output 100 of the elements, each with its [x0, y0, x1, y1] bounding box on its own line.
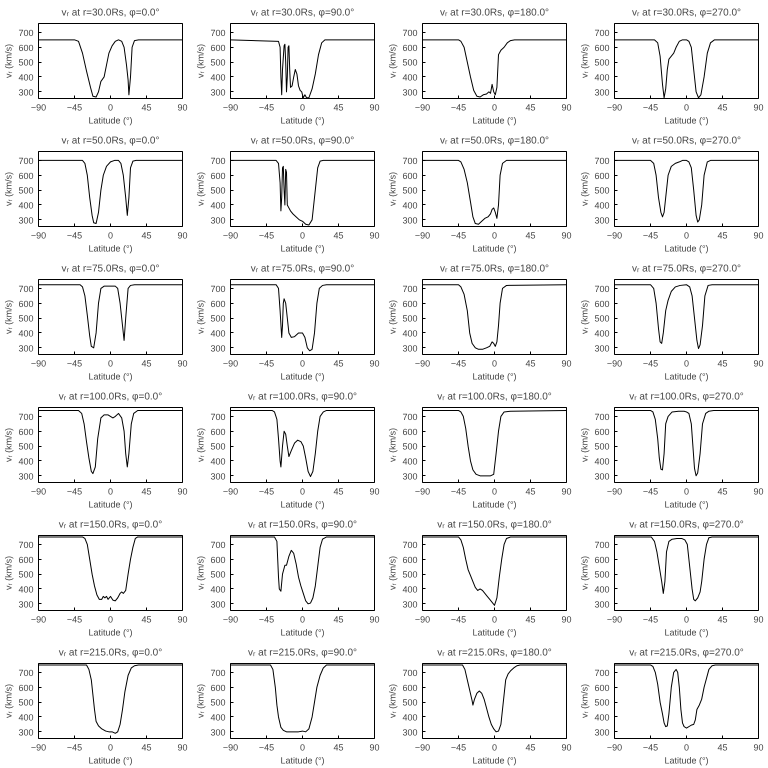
x-axis-title: Latitude (°) [280, 116, 325, 126]
x-axis-title: Latitude (°) [280, 244, 325, 254]
x-tick-label: 45 [717, 102, 728, 112]
chart-title: vᵣ at r=150.0Rs, φ=270.0° [629, 520, 744, 530]
y-axis-title: vᵣ (km/s) [3, 684, 14, 718]
x-tick-label: 45 [525, 614, 536, 624]
x-tick-label: 90 [753, 230, 764, 240]
y-tick-label: 300 [210, 471, 226, 482]
x-tick-label: 0 [108, 102, 114, 112]
x-tick-label: 90 [561, 230, 572, 240]
x-tick-label: 90 [753, 742, 764, 752]
x-tick-label: 0 [492, 614, 498, 624]
chart-title: vᵣ at r=215.0Rs, φ=0.0° [58, 648, 162, 658]
x-tick-label: 0 [684, 742, 690, 752]
x-tick-label: 90 [177, 358, 188, 368]
x-tick-label: 0 [492, 486, 498, 496]
y-tick-label: 600 [210, 426, 226, 437]
y-tick-label: 600 [402, 298, 418, 309]
y-tick-label: 700 [18, 284, 34, 294]
x-tick-label: 45 [141, 742, 152, 752]
x-tick-label: −45 [66, 614, 82, 624]
y-axis-title: vᵣ (km/s) [387, 684, 398, 718]
y-tick-label: 500 [210, 442, 226, 452]
x-tick-label: 0 [684, 102, 690, 112]
chart-title: vᵣ at r=215.0Rs, φ=180.0° [437, 648, 552, 658]
y-tick-label: 700 [210, 412, 226, 422]
x-tick-label: 90 [369, 742, 380, 752]
y-axis-title: vᵣ (km/s) [579, 556, 590, 590]
x-tick-label: −45 [450, 486, 466, 496]
y-tick-label: 600 [594, 554, 610, 565]
y-tick-label: 400 [594, 584, 610, 594]
x-tick-label: −45 [450, 358, 466, 368]
y-tick-label: 600 [18, 298, 34, 309]
x-tick-label: −45 [642, 230, 658, 240]
x-tick-label: 0 [492, 358, 498, 368]
x-tick-label: −90 [222, 614, 238, 624]
y-tick-label: 300 [210, 599, 226, 610]
x-tick-label: −45 [450, 742, 466, 752]
y-tick-label: 600 [594, 42, 610, 53]
x-tick-label: −90 [30, 742, 46, 752]
x-tick-label: −90 [606, 102, 622, 112]
x-tick-label: −90 [414, 230, 430, 240]
x-axis-title: Latitude (°) [664, 116, 709, 126]
y-tick-label: 600 [594, 298, 610, 309]
chart-title: vᵣ at r=75.0Rs, φ=180.0° [440, 264, 550, 274]
chart-title: vᵣ at r=50.0Rs, φ=0.0° [62, 136, 160, 146]
y-tick-label: 400 [402, 584, 418, 594]
y-tick-label: 400 [18, 456, 34, 466]
x-tick-label: −90 [606, 614, 622, 624]
y-tick-label: 700 [18, 668, 34, 678]
x-tick-label: 0 [300, 230, 306, 240]
y-tick-label: 500 [18, 186, 34, 196]
chart-title: vᵣ at r=30.0Rs, φ=270.0° [632, 8, 742, 18]
y-tick-label: 300 [210, 343, 226, 354]
y-tick-label: 700 [402, 668, 418, 678]
y-tick-label: 700 [210, 540, 226, 550]
y-tick-label: 500 [594, 442, 610, 452]
x-axis-title: Latitude (°) [280, 372, 325, 382]
y-axis-title: vᵣ (km/s) [195, 684, 206, 718]
y-tick-label: 600 [210, 682, 226, 693]
chart-title: vᵣ at r=150.0Rs, φ=90.0° [248, 520, 358, 530]
y-tick-label: 400 [18, 712, 34, 722]
y-tick-label: 300 [594, 599, 610, 610]
x-tick-label: 45 [717, 614, 728, 624]
x-tick-label: 45 [717, 230, 728, 240]
x-tick-label: 90 [561, 614, 572, 624]
x-axis-title: Latitude (°) [472, 756, 517, 766]
chart-title: vᵣ at r=100.0Rs, φ=0.0° [58, 392, 162, 402]
x-axis-title: Latitude (°) [88, 244, 133, 254]
y-tick-label: 400 [210, 456, 226, 466]
x-tick-label: −45 [258, 486, 274, 496]
x-tick-label: 45 [333, 358, 344, 368]
y-tick-label: 600 [402, 170, 418, 181]
y-tick-label: 500 [18, 58, 34, 68]
y-tick-label: 400 [402, 328, 418, 338]
y-tick-label: 700 [210, 156, 226, 166]
y-tick-label: 700 [210, 668, 226, 678]
x-tick-label: −45 [258, 614, 274, 624]
chart-title: vᵣ at r=75.0Rs, φ=0.0° [62, 264, 160, 274]
y-tick-label: 600 [402, 554, 418, 565]
y-tick-label: 500 [594, 698, 610, 708]
x-tick-label: −90 [414, 358, 430, 368]
x-tick-label: −90 [606, 358, 622, 368]
x-tick-label: −45 [258, 230, 274, 240]
x-tick-label: −45 [258, 102, 274, 112]
y-tick-label: 600 [18, 682, 34, 693]
y-tick-label: 700 [18, 540, 34, 550]
x-tick-label: −45 [66, 742, 82, 752]
x-axis-title: Latitude (°) [472, 500, 517, 510]
y-tick-label: 400 [18, 584, 34, 594]
x-axis-title: Latitude (°) [280, 500, 325, 510]
x-tick-label: 45 [141, 102, 152, 112]
y-tick-label: 300 [18, 599, 34, 610]
x-tick-label: −90 [30, 486, 46, 496]
y-axis-title: vᵣ (km/s) [387, 172, 398, 206]
y-tick-label: 700 [594, 284, 610, 294]
chart-title: vᵣ at r=75.0Rs, φ=270.0° [632, 264, 742, 274]
y-tick-label: 600 [18, 170, 34, 181]
y-tick-label: 600 [594, 170, 610, 181]
y-tick-label: 500 [594, 58, 610, 68]
